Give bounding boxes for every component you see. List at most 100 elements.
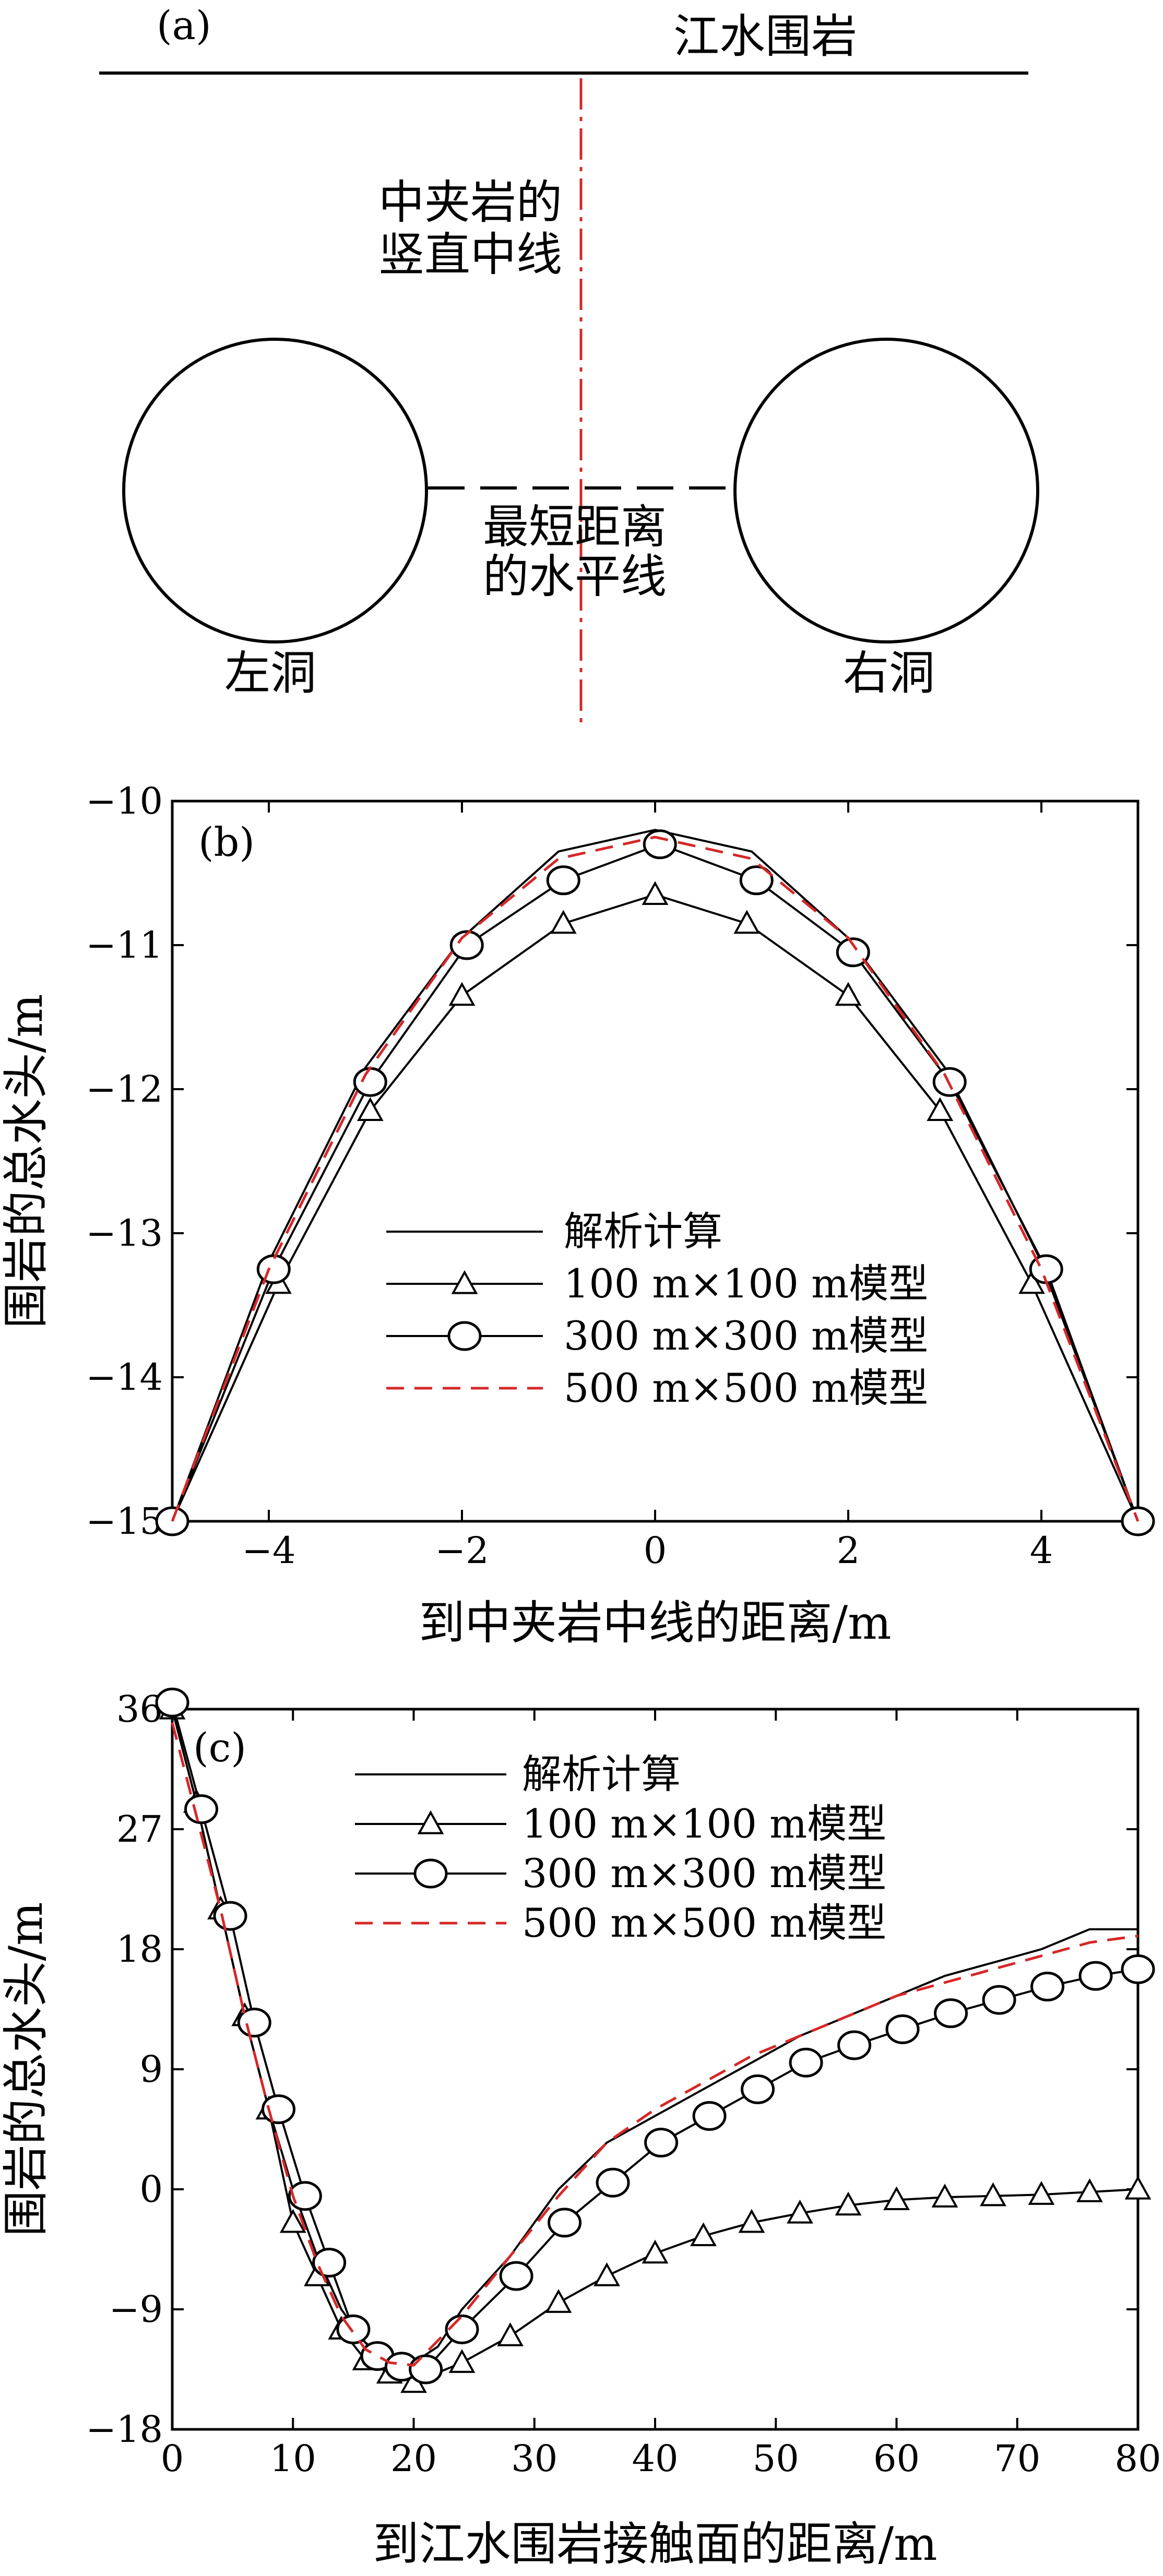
- chart-b-frame: [171, 800, 1140, 1523]
- chart-b-series-1-point-4: [550, 910, 577, 934]
- chart-c-xtick-label-0: 0: [161, 2437, 184, 2480]
- top-rock-label: 江水围岩: [673, 9, 857, 63]
- chart-c-ytick-label-3: 9: [139, 2048, 163, 2091]
- chart-b-xtick-label-0: −4: [242, 1529, 295, 1572]
- chart-c-legend-marker-1: [417, 1810, 444, 1834]
- chart-c-series-2-point-6: [312, 2248, 347, 2278]
- chart-b-series-2-point-3: [449, 930, 484, 960]
- chart-b-ytick-label-1: −14: [86, 1356, 163, 1399]
- chart-c-series-2-point-5: [288, 2181, 322, 2211]
- chart-c-series-2-point-22: [982, 1985, 1016, 2015]
- chart-b-series-2-line: [171, 843, 1139, 1522]
- chart-c-ytick-label-1: −9: [109, 2288, 163, 2331]
- chart-c-series-1-point-14: [594, 2262, 620, 2286]
- chart-b-legend-label-3: 500 m×500 m模型: [564, 1365, 928, 1411]
- chart-c-series-2-point-25: [1121, 1954, 1155, 1984]
- chart-c-series-2-point-1: [184, 1794, 218, 1824]
- chart-b-series-2-point-2: [353, 1067, 387, 1097]
- panel-a-label: (a): [157, 2, 211, 49]
- chart-b-series-2-point-1: [256, 1254, 291, 1284]
- chart-c-xlabel: 到江水围岩接触面的距离/m: [373, 2517, 937, 2571]
- chart-c-series-2-point-11: [445, 2314, 479, 2344]
- chart-b-series-1-point-3: [448, 982, 476, 1006]
- chart-c-series-2-point-2: [213, 1901, 247, 1931]
- chart-c-series-2-point-21: [934, 1998, 968, 2029]
- chart-c-series-1-point-19: [835, 2191, 862, 2216]
- chart-c-series-2-point-19: [837, 2030, 872, 2060]
- chart-b-ytick-label-4: −11: [86, 924, 163, 967]
- chart-b-series-1-point-6: [733, 910, 761, 934]
- chart-b-series-2-point-7: [836, 937, 870, 968]
- chart-b-legend-marker-2: [447, 1321, 482, 1351]
- panel-a-schematic: (a) 江水围岩 中夹岩的 竖直中线 最短距离 的水平线 左洞 右洞: [99, 2, 1039, 723]
- left-tunnel-label: 左洞: [224, 646, 316, 700]
- chart-b-series-3-line: [171, 836, 1140, 1522]
- chart-c-ytick-label-2: 0: [139, 2168, 163, 2211]
- chart-c-legend-label-0: 解析计算: [522, 1751, 681, 1797]
- chart-b: (b) −4 −2 0 2 4 −15 −14 −13 −12 −11 −10 解析计算 100 m×…: [0, 780, 1155, 1650]
- chart-b-axes: −4 −2 0 2 4 −15 −14 −13 −12 −11 −10: [86, 780, 1138, 1572]
- chart-b-series-2-point-4: [546, 865, 580, 896]
- chart-b-series-1-point-2: [357, 1097, 384, 1121]
- chart-c-series-1-point-16: [690, 2222, 717, 2247]
- chart-b-ytick-label-5: −10: [86, 780, 163, 822]
- chart-c-series-2-point-7: [336, 2314, 371, 2344]
- chart-c-series-2-point-12: [499, 2261, 533, 2291]
- chart-c-ylabel: 围岩的总水头/m: [0, 1902, 53, 2236]
- chart-b-legend: 解析计算 100 m×100 m模型 300 m×300 m模型 500 m×500 …: [386, 1208, 928, 1411]
- vertical-centerline-label-1: 中夹岩的: [378, 175, 562, 229]
- chart-c-series-1-point-11: [448, 2349, 476, 2373]
- right-tunnel-circle: [733, 338, 1039, 643]
- chart-c-series-1-point-25: [1124, 2175, 1152, 2200]
- chart-c-legend-marker-2: [413, 1858, 448, 1889]
- chart-b-xtick-label-3: 2: [837, 1529, 860, 1572]
- chart-c-xtick-label-3: 30: [511, 2437, 557, 2480]
- chart-c-series-1-point-22: [980, 2182, 1006, 2207]
- chart-c-xtick-label-6: 60: [873, 2437, 920, 2480]
- chart-c-series-2-point-14: [596, 2167, 630, 2198]
- chart-b-series-1-point-9: [1018, 1270, 1045, 1294]
- chart-c-series-2-point-10: [409, 2354, 443, 2384]
- chart-b-series-2-point-5: [643, 829, 677, 860]
- chart-c-series-2-point-0: [155, 1687, 189, 1718]
- chart-c-series-2-point-20: [885, 2014, 920, 2044]
- chart-c-ytick-label-5: 27: [116, 1808, 163, 1851]
- chart-c-series-2-point-24: [1078, 1961, 1113, 1991]
- chart-c-series-2-point-23: [1030, 1972, 1065, 2002]
- chart-c-series-1-point-21: [931, 2184, 958, 2208]
- chart-c-ytick-label-0: −18: [86, 2408, 163, 2451]
- vertical-centerline-label-2: 竖直中线: [378, 228, 562, 281]
- chart-c-series-1-point-12: [497, 2322, 524, 2346]
- chart-b-legend-label-1: 100 m×100 m模型: [564, 1260, 928, 1307]
- chart-c-axes: 0 10 20 30 40 50 60 70 80 −18 −9 0 9 18 27 36: [86, 1688, 1161, 2480]
- chart-c-xtick-label-2: 20: [390, 2437, 437, 2480]
- left-tunnel-circle: [122, 338, 428, 643]
- horizontal-line-label-2: 的水平线: [483, 550, 667, 603]
- chart-b-series-1-point-7: [835, 982, 862, 1006]
- chart-b-series-group: [155, 829, 1155, 1536]
- chart-c-series-1-point-13: [545, 2289, 572, 2313]
- chart-c: (c) 0 10 20 30 40 50 60 70 80 −18 −9 0 9 18 27 36 解析计算1…: [0, 1687, 1161, 2571]
- chart-b-series-1-point-8: [927, 1097, 954, 1121]
- chart-c-series-2-point-3: [237, 2008, 271, 2038]
- chart-c-series-1-point-24: [1076, 2178, 1103, 2202]
- chart-c-xtick-label-1: 10: [270, 2437, 316, 2480]
- chart-b-legend-label-2: 300 m×300 m模型: [564, 1313, 928, 1359]
- chart-b-ylabel: 围岩的总水头/m: [0, 994, 53, 1328]
- chart-c-series-1-point-18: [787, 2199, 813, 2224]
- chart-c-series-1-point-23: [1028, 2181, 1055, 2205]
- chart-c-series-group: [155, 1687, 1155, 2393]
- chart-c-series-2-point-18: [789, 2047, 823, 2078]
- chart-c-xtick-label-8: 80: [1114, 2437, 1161, 2480]
- chart-c-panel-label: (c): [193, 1724, 246, 1771]
- chart-b-legend-marker-1: [451, 1270, 478, 1294]
- chart-c-legend-label-3: 500 m×500 m模型: [522, 1900, 886, 1946]
- chart-b-legend-label-0: 解析计算: [564, 1208, 722, 1255]
- chart-c-xtick-label-7: 70: [994, 2437, 1040, 2480]
- chart-c-series-1-point-5: [279, 2209, 306, 2233]
- right-tunnel-label: 右洞: [843, 646, 935, 700]
- chart-c-series-2-point-16: [692, 2101, 727, 2131]
- chart-b-xtick-label-4: 4: [1030, 1529, 1053, 1572]
